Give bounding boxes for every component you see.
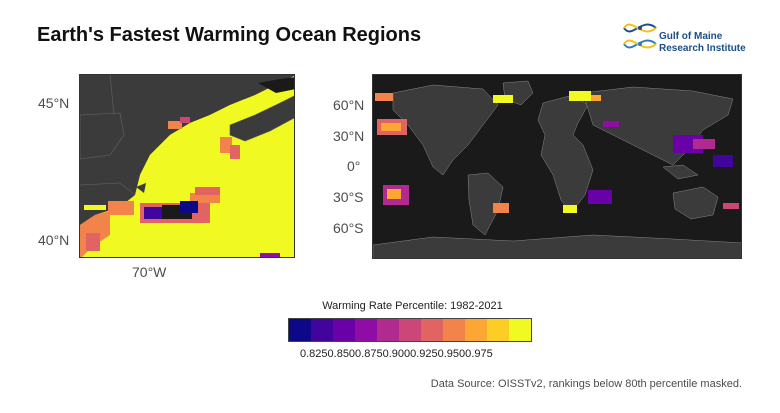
legend-swatch: [355, 319, 377, 341]
lat-label-60n: 60°N: [333, 97, 365, 113]
gulf-of-maine-map: [79, 74, 295, 258]
lat-label-30s: 30°S: [333, 189, 364, 205]
legend-swatch: [465, 319, 487, 341]
logo-text-line1: Gulf of Maine: [659, 31, 723, 42]
chart-title: Earth's Fastest Warming Ocean Regions: [37, 24, 422, 46]
legend-swatch: [421, 319, 443, 341]
legend-swatch: [399, 319, 421, 341]
legend-swatch: [289, 319, 311, 341]
lon-label-70w: 70°W: [132, 264, 167, 280]
legend-swatch: [311, 319, 333, 341]
dna-helix-icon: [623, 23, 657, 49]
legend-swatch: [487, 319, 509, 341]
lat-label-45n: 45°N: [38, 95, 70, 111]
legend-title: Warming Rate Percentile: 1982-2021: [322, 300, 503, 312]
world-map: [372, 74, 742, 259]
color-scale-bar: [288, 318, 532, 342]
institute-logo: Gulf of Maine Research Institute: [622, 20, 752, 65]
lat-label-30n: 30°N: [333, 128, 365, 144]
legend-tick-labels: 0.8250.8500.8750.9000.9250.9500.975: [300, 348, 493, 360]
logo-text-line2: Research Institute: [659, 43, 746, 54]
legend-swatch: [333, 319, 355, 341]
lat-label-equator: 0°: [347, 158, 361, 174]
lat-label-40n: 40°N: [38, 232, 70, 248]
legend-swatch: [377, 319, 399, 341]
legend-swatch: [443, 319, 465, 341]
data-source-note: Data Source: OISSTv2, rankings below 80t…: [430, 378, 742, 390]
legend-swatch: [509, 319, 531, 341]
lat-label-60s: 60°S: [333, 220, 364, 236]
